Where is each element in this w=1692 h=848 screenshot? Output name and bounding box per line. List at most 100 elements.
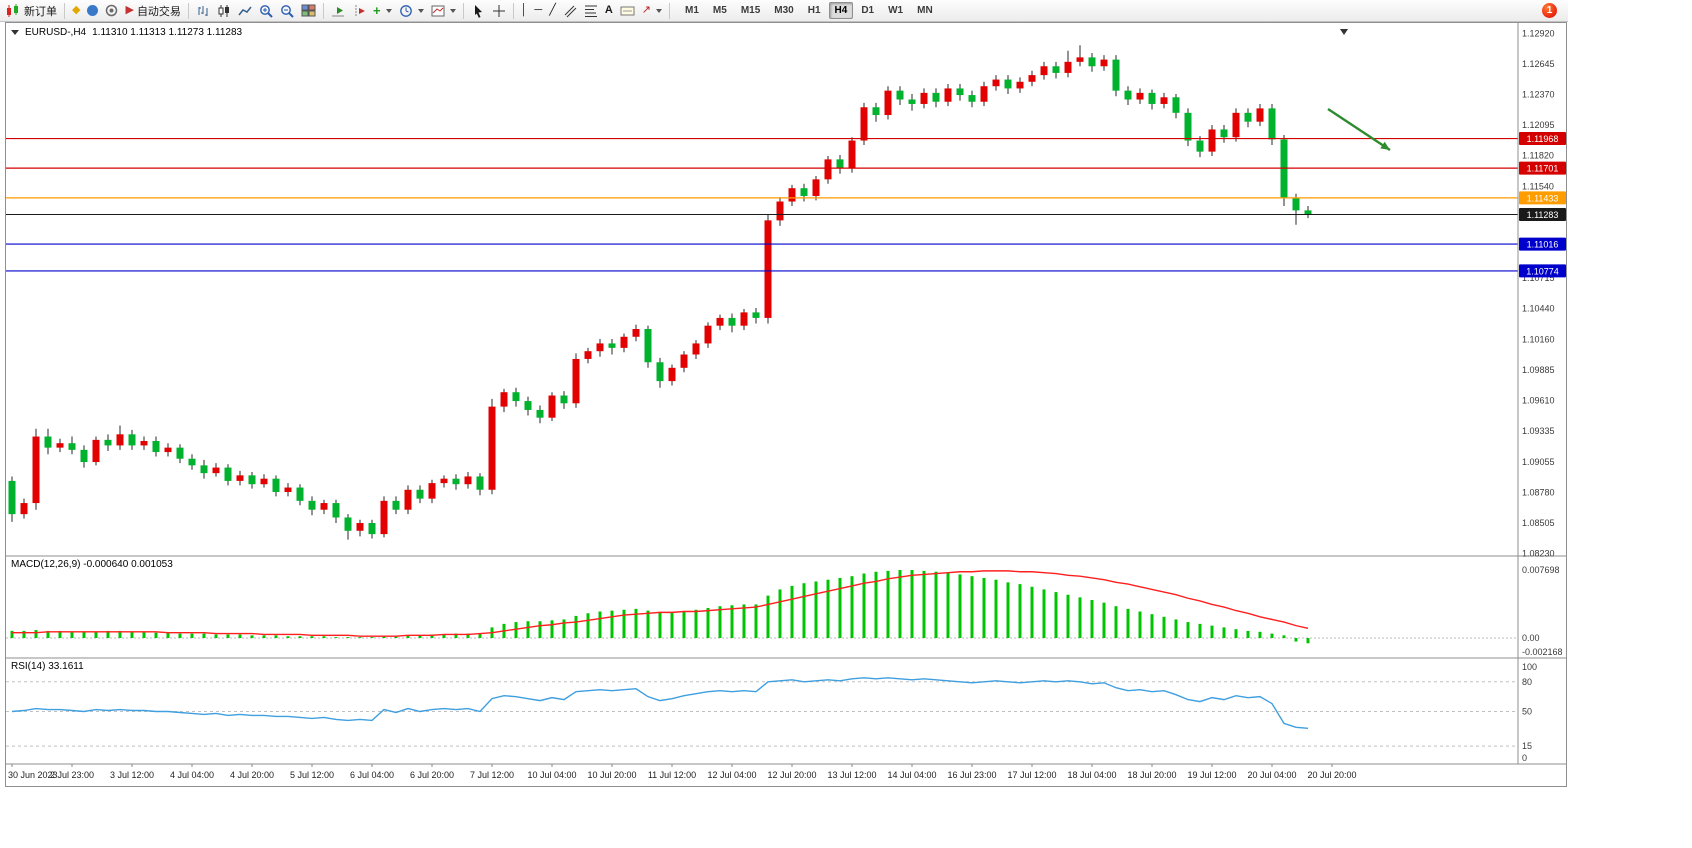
vertical-line-button[interactable]: │: [518, 1, 531, 20]
market-watch-button[interactable]: [84, 1, 101, 20]
candlestick-chart-button[interactable]: [214, 1, 234, 20]
bar-chart-button[interactable]: [193, 1, 213, 20]
text-button[interactable]: A: [602, 1, 616, 20]
autoscroll-icon: [331, 6, 344, 16]
svg-text:0.007698: 0.007698: [1522, 565, 1560, 575]
market-watch-icon: [87, 5, 99, 16]
toolbar-separator: [187, 2, 189, 19]
svg-text:1.11968: 1.11968: [1527, 134, 1559, 144]
line-chart-button[interactable]: [235, 1, 255, 20]
svg-text:-0.002168: -0.002168: [1522, 647, 1563, 657]
trendline-icon: ╱: [549, 4, 556, 16]
horizontal-line-button[interactable]: ─: [531, 1, 545, 20]
arrows-icon: ↗: [641, 4, 651, 16]
svg-text:30 Jun 2023: 30 Jun 2023: [8, 770, 58, 780]
mql-editor-button[interactable]: ◆: [69, 1, 83, 20]
zoom-in-button[interactable]: [256, 1, 276, 20]
svg-text:100: 100: [1522, 662, 1537, 672]
svg-text:19 Jul 12:00: 19 Jul 12:00: [1187, 770, 1236, 780]
chart-canvas[interactable]: 1.12920 1.12645 1.12370 1.12095 1.11820 1.115…: [6, 23, 1566, 786]
svg-text:80: 80: [1522, 677, 1532, 687]
timeframe-button-mn[interactable]: MN: [917, 5, 933, 16]
macd-signal-line: [12, 570, 1309, 637]
chart-symbol-label: EURUSD-,H4 1.11310 1.11313 1.11273 1.112…: [11, 27, 242, 38]
new-order-label: 新订单: [24, 5, 57, 18]
horizontal-lines-layer[interactable]: [6, 137, 1518, 272]
chevron-down-icon: [656, 8, 662, 13]
timeframe-button-m5[interactable]: M5: [712, 5, 727, 16]
vertical-line-icon: │: [520, 4, 528, 16]
templates-button[interactable]: [428, 1, 459, 20]
one-click-trading-caret-icon[interactable]: [11, 30, 19, 35]
svg-text:1.12370: 1.12370: [1522, 89, 1555, 99]
toolbar-separator: [64, 2, 65, 19]
channel-button[interactable]: [560, 1, 580, 20]
svg-text:1.12095: 1.12095: [1522, 120, 1555, 130]
svg-text:1.09055: 1.09055: [1522, 457, 1555, 467]
fibonacci-icon: [584, 5, 597, 17]
autoscroll-button[interactable]: [328, 1, 348, 20]
zoom-in-icon: [260, 4, 273, 18]
svg-text:13 Jul 12:00: 13 Jul 12:00: [827, 770, 876, 780]
horizontal-line-icon: ─: [534, 4, 543, 16]
svg-text:20 Jul 04:00: 20 Jul 04:00: [1247, 770, 1296, 780]
notification-badge[interactable]: 1: [1542, 3, 1557, 18]
arrows-button[interactable]: ↗: [639, 1, 665, 20]
main-toolbar: 新订单 ◆ ▶ 自动交易: [0, 0, 1568, 22]
rsi-label: RSI(14) 33.1611: [11, 661, 84, 672]
rsi-line: [11, 677, 1309, 730]
chevron-down-icon: [449, 8, 456, 13]
crosshair-button[interactable]: [489, 1, 509, 20]
chevron-down-icon: [417, 8, 424, 13]
chart-shift-button[interactable]: [349, 1, 369, 20]
svg-text:2 Jul 23:00: 2 Jul 23:00: [50, 770, 94, 780]
text-label-icon: [620, 6, 635, 15]
svg-text:12 Jul 04:00: 12 Jul 04:00: [707, 770, 756, 780]
autotrading-button[interactable]: ▶ 自动交易: [122, 1, 183, 20]
svg-text:10 Jul 20:00: 10 Jul 20:00: [587, 770, 636, 780]
zoom-out-icon: [281, 4, 294, 18]
timeframe-button-h4[interactable]: H4: [828, 2, 854, 19]
templates-icon: [431, 5, 445, 16]
svg-text:4 Jul 20:00: 4 Jul 20:00: [230, 770, 274, 780]
text-label-button[interactable]: [617, 1, 638, 20]
svg-text:1.10715: 1.10715: [1522, 273, 1555, 283]
svg-text:1.12645: 1.12645: [1522, 59, 1555, 69]
timeframe-button-w1[interactable]: W1: [888, 5, 904, 16]
channel-icon: [564, 5, 577, 17]
support-button[interactable]: [102, 1, 121, 20]
fibonacci-button[interactable]: [581, 1, 601, 20]
candlestick-chart-icon: [218, 4, 229, 17]
trendline-button[interactable]: ╱: [546, 1, 559, 20]
timeframe-button-m30[interactable]: M30: [774, 5, 794, 16]
arrow-annotation[interactable]: [1327, 107, 1391, 152]
svg-text:1.08505: 1.08505: [1522, 518, 1555, 528]
timeframe-toolbar: M1 M5 M15 M30 H1 H4 D1 W1 MN: [679, 2, 939, 19]
chart-window: 1.12920 1.12645 1.12370 1.12095 1.11820 1.115…: [5, 22, 1567, 787]
mql-editor-icon: ◆: [72, 4, 81, 16]
svg-text:1.11283: 1.11283: [1527, 210, 1559, 220]
autotrading-label: 自动交易: [136, 5, 181, 18]
zoom-out-button[interactable]: [277, 1, 297, 20]
timeframe-button-h1[interactable]: H1: [807, 5, 821, 16]
timeframe-button-d1[interactable]: D1: [861, 5, 875, 16]
periods-button[interactable]: [396, 1, 427, 20]
ohlc-values-text: 1.11310 1.11313 1.11273 1.11283: [92, 27, 243, 38]
add-indicator-button[interactable]: +: [370, 1, 395, 20]
svg-text:15: 15: [1522, 741, 1532, 751]
svg-text:1.11540: 1.11540: [1522, 181, 1554, 191]
svg-text:1.11701: 1.11701: [1527, 164, 1559, 174]
line-chart-icon: [238, 6, 252, 15]
timeframe-button-m15[interactable]: M15: [740, 5, 761, 16]
chart-shift-marker[interactable]: [1340, 29, 1348, 35]
svg-text:1.12920: 1.12920: [1522, 29, 1555, 39]
svg-text:18 Jul 20:00: 18 Jul 20:00: [1127, 770, 1176, 780]
tile-windows-button[interactable]: [298, 1, 319, 20]
new-order-button[interactable]: 新订单: [3, 1, 60, 20]
timeframe-button-m1[interactable]: M1: [685, 5, 699, 16]
toolbar-separator: [512, 2, 514, 19]
svg-text:1.11016: 1.11016: [1527, 240, 1559, 250]
cursor-button[interactable]: [468, 1, 488, 20]
macd-label: MACD(12,26,9) -0.000640 0.001053: [11, 559, 173, 570]
